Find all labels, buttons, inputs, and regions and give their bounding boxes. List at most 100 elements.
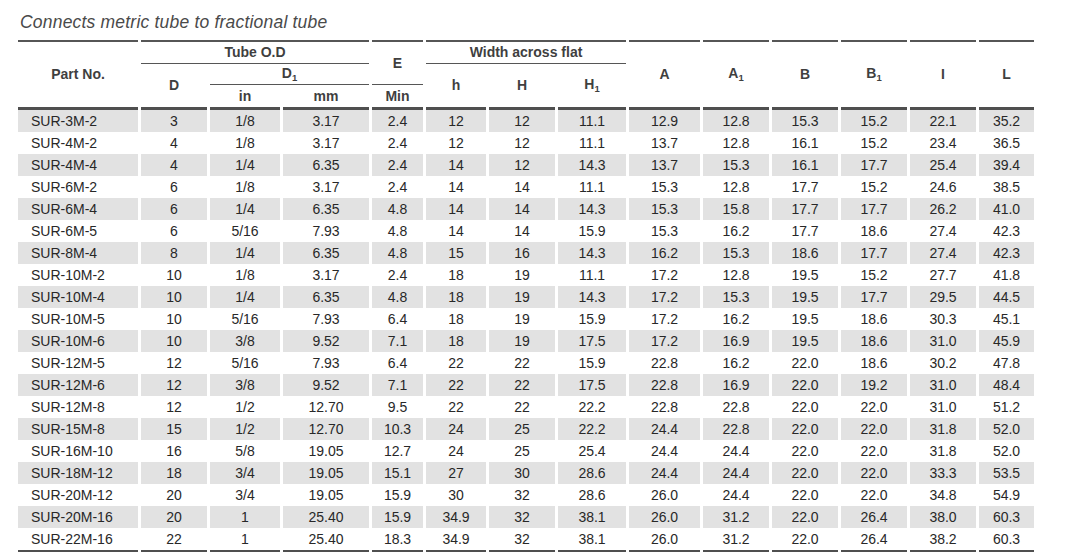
value-cell: 24.4	[629, 462, 700, 484]
value-cell: 31.0	[910, 374, 976, 396]
value-cell: 16.2	[703, 352, 769, 374]
value-cell: 11.1	[558, 132, 626, 154]
value-cell: 51.2	[979, 396, 1034, 418]
value-cell: 15	[141, 418, 207, 440]
value-cell: 42.3	[979, 220, 1034, 242]
value-cell: 19.2	[841, 374, 907, 396]
value-cell: 33.3	[910, 462, 976, 484]
value-cell: 22.2	[558, 396, 626, 418]
value-cell: 22.1	[910, 110, 976, 132]
value-cell: 4.8	[372, 220, 423, 242]
table-row: SUR-10M-4101/46.354.8181914.317.215.319.…	[18, 286, 1034, 308]
value-cell: 12.70	[283, 396, 369, 418]
col-header-h1: H1	[558, 64, 626, 110]
value-cell: 17.5	[558, 330, 626, 352]
table-row: SUR-12M-8121/212.709.5222222.222.822.822…	[18, 396, 1034, 418]
value-cell: 1/4	[210, 198, 280, 220]
value-cell: 60.3	[979, 506, 1034, 528]
value-cell: 15.3	[703, 242, 769, 264]
value-cell: 1/8	[210, 110, 280, 132]
value-cell: 3/4	[210, 484, 280, 506]
value-cell: 16.9	[703, 330, 769, 352]
value-cell: 11.1	[558, 110, 626, 132]
value-cell: 39.4	[979, 154, 1034, 176]
value-cell: 20	[141, 484, 207, 506]
value-cell: 18	[426, 264, 486, 286]
value-cell: 27.4	[910, 242, 976, 264]
table-row: SUR-20M-12203/419.0515.9303228.626.024.4…	[18, 484, 1034, 506]
value-cell: 26.2	[910, 198, 976, 220]
value-cell: 19.05	[283, 462, 369, 484]
table-row: SUR-6M-261/83.172.4141411.115.312.817.71…	[18, 176, 1034, 198]
part-no-cell: SUR-20M-16	[18, 506, 138, 528]
part-no-cell: SUR-10M-4	[18, 286, 138, 308]
value-cell: 2.4	[372, 110, 423, 132]
value-cell: 28.6	[558, 484, 626, 506]
value-cell: 30	[426, 484, 486, 506]
value-cell: 22	[426, 352, 486, 374]
value-cell: 7.1	[372, 330, 423, 352]
value-cell: 3	[141, 110, 207, 132]
value-cell: 24.4	[629, 440, 700, 462]
value-cell: 31.0	[910, 396, 976, 418]
value-cell: 25.40	[283, 506, 369, 528]
value-cell: 31.0	[910, 330, 976, 352]
value-cell: 32	[489, 528, 555, 552]
value-cell: 32	[489, 484, 555, 506]
part-no-cell: SUR-8M-4	[18, 242, 138, 264]
value-cell: 10.3	[372, 418, 423, 440]
value-cell: 24.4	[703, 484, 769, 506]
value-cell: 9.52	[283, 374, 369, 396]
col-group-d1: D1	[210, 64, 369, 85]
value-cell: 30	[489, 462, 555, 484]
value-cell: 35.2	[979, 110, 1034, 132]
value-cell: 18	[141, 462, 207, 484]
value-cell: 14	[426, 176, 486, 198]
col-header-b1: B1	[841, 40, 907, 110]
col-header-a: A	[629, 40, 700, 110]
value-cell: 42.3	[979, 242, 1034, 264]
value-cell: 12.7	[372, 440, 423, 462]
value-cell: 27	[426, 462, 486, 484]
value-cell: 28.6	[558, 462, 626, 484]
value-cell: 31.2	[703, 528, 769, 552]
value-cell: 1	[210, 506, 280, 528]
value-cell: 41.0	[979, 198, 1034, 220]
value-cell: 3.17	[283, 132, 369, 154]
part-no-cell: SUR-4M-4	[18, 154, 138, 176]
value-cell: 24.4	[703, 440, 769, 462]
value-cell: 10	[141, 286, 207, 308]
value-cell: 44.5	[979, 286, 1034, 308]
value-cell: 17.7	[772, 220, 838, 242]
value-cell: 6	[141, 198, 207, 220]
value-cell: 10	[141, 308, 207, 330]
value-cell: 18	[426, 286, 486, 308]
value-cell: 22.0	[772, 528, 838, 552]
value-cell: 15.3	[629, 220, 700, 242]
value-cell: 22.8	[629, 374, 700, 396]
value-cell: 22.0	[772, 440, 838, 462]
part-no-cell: SUR-12M-5	[18, 352, 138, 374]
col-group-tube-od: Tube O.D	[141, 40, 369, 64]
value-cell: 53.5	[979, 462, 1034, 484]
value-cell: 22	[489, 352, 555, 374]
value-cell: 19.5	[772, 330, 838, 352]
value-cell: 1	[210, 528, 280, 552]
value-cell: 7.93	[283, 352, 369, 374]
part-no-cell: SUR-10M-6	[18, 330, 138, 352]
part-no-cell: SUR-4M-2	[18, 132, 138, 154]
value-cell: 12	[489, 132, 555, 154]
table-row: SUR-8M-481/46.354.8151614.316.215.318.61…	[18, 242, 1034, 264]
value-cell: 12.9	[629, 110, 700, 132]
value-cell: 26.4	[841, 528, 907, 552]
value-cell: 5/16	[210, 220, 280, 242]
value-cell: 22.0	[772, 484, 838, 506]
value-cell: 22.8	[703, 396, 769, 418]
value-cell: 25	[489, 440, 555, 462]
value-cell: 12.8	[703, 264, 769, 286]
table-row: SUR-4M-441/46.352.4141214.313.715.316.11…	[18, 154, 1034, 176]
col-header-b: B	[772, 40, 838, 110]
table-row: SUR-3M-231/83.172.4121211.112.912.815.31…	[18, 110, 1034, 132]
value-cell: 38.1	[558, 528, 626, 552]
subscript: 1	[738, 72, 743, 83]
